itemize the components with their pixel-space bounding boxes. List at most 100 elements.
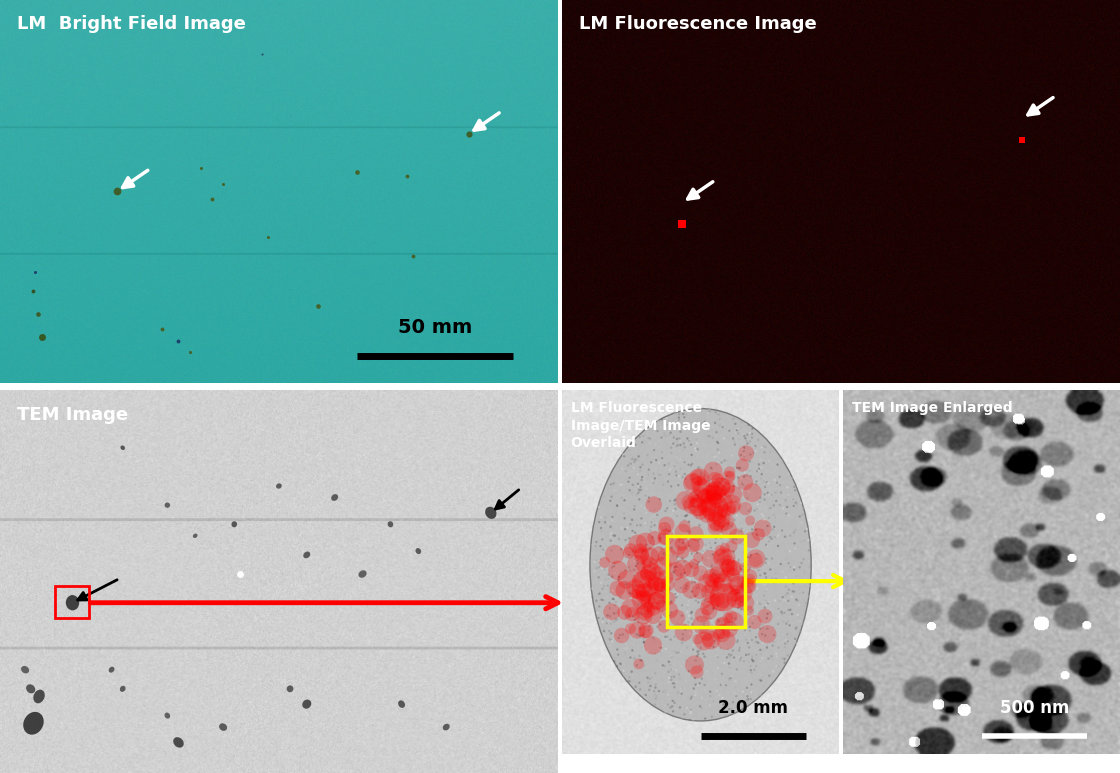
Point: [691, 519, 709, 531]
Point: [701, 480, 719, 492]
Point: [687, 590, 704, 602]
Point: [632, 654, 650, 666]
Point: [691, 700, 709, 713]
Ellipse shape: [165, 502, 170, 508]
Point: [704, 602, 722, 615]
Point: [608, 660, 626, 673]
Point: [652, 642, 670, 654]
Point: [661, 429, 679, 441]
Point: [726, 426, 744, 438]
Point: [650, 468, 668, 481]
Point: [638, 593, 656, 605]
Point: [713, 536, 731, 549]
Point: [776, 530, 794, 543]
Point: [600, 602, 618, 615]
Point: [622, 652, 640, 664]
Point: [637, 478, 655, 491]
Point: [653, 645, 671, 657]
Point: [596, 621, 614, 634]
Point: [690, 500, 708, 512]
Point: [628, 624, 646, 636]
Point: [590, 571, 608, 584]
Point: [603, 628, 620, 640]
Point: [722, 671, 740, 683]
Point: [646, 472, 664, 485]
Point: [681, 628, 699, 640]
Point: [645, 607, 663, 619]
Point: [614, 464, 632, 476]
Point: [616, 494, 634, 506]
Point: [783, 608, 801, 620]
Point: [637, 689, 655, 701]
Point: [729, 423, 747, 435]
Point: [664, 438, 682, 450]
Point: [645, 538, 663, 550]
Text: 50 mm: 50 mm: [398, 318, 473, 337]
Point: [631, 622, 648, 635]
Point: [749, 564, 767, 576]
Point: [781, 545, 799, 557]
Point: [741, 562, 759, 574]
Point: [631, 545, 648, 557]
Point: [775, 656, 793, 669]
Point: [767, 495, 785, 507]
Point: [725, 598, 743, 611]
Point: [633, 560, 651, 573]
Point: [669, 555, 687, 567]
Point: [708, 509, 726, 521]
Point: [645, 631, 663, 643]
Point: [680, 516, 698, 528]
Point: [640, 602, 657, 615]
Point: [732, 642, 750, 654]
Point: [727, 417, 745, 430]
Point: [721, 629, 739, 642]
Point: [633, 557, 651, 570]
Point: [738, 428, 756, 441]
Point: [629, 450, 647, 462]
Point: [700, 634, 718, 646]
Point: [691, 628, 709, 640]
Text: LM Fluorescence Image: LM Fluorescence Image: [579, 15, 816, 33]
Point: [680, 701, 698, 713]
Point: [741, 514, 759, 526]
Point: [683, 419, 701, 431]
Point: [676, 509, 694, 522]
Point: [759, 652, 777, 665]
Point: [753, 689, 771, 701]
Point: [696, 587, 713, 600]
Point: [725, 532, 743, 544]
Point: [689, 649, 707, 662]
Point: [778, 628, 796, 640]
Point: [591, 548, 609, 560]
Point: [710, 470, 728, 482]
Point: [588, 562, 606, 574]
Point: [683, 448, 701, 461]
Point: [659, 502, 676, 515]
Point: [656, 631, 674, 643]
Point: [669, 550, 687, 563]
Point: [711, 695, 729, 707]
Point: [768, 458, 786, 471]
Point: [619, 547, 637, 559]
Point: [759, 512, 777, 524]
Point: [694, 590, 712, 602]
Point: [1014, 134, 1032, 146]
Point: [744, 655, 762, 667]
Point: [787, 497, 805, 509]
Point: [620, 564, 638, 577]
Point: [635, 606, 653, 618]
Point: [597, 511, 615, 523]
Point: [706, 500, 724, 512]
Point: [627, 588, 645, 601]
Point: [676, 495, 694, 508]
Point: [701, 404, 719, 417]
Point: [735, 443, 753, 455]
Point: [692, 621, 710, 633]
Point: [741, 551, 759, 564]
Point: [598, 617, 616, 629]
Point: [599, 516, 617, 529]
Point: [627, 560, 645, 572]
Point: [801, 561, 819, 574]
Point: [655, 620, 673, 632]
Point: [693, 673, 711, 685]
